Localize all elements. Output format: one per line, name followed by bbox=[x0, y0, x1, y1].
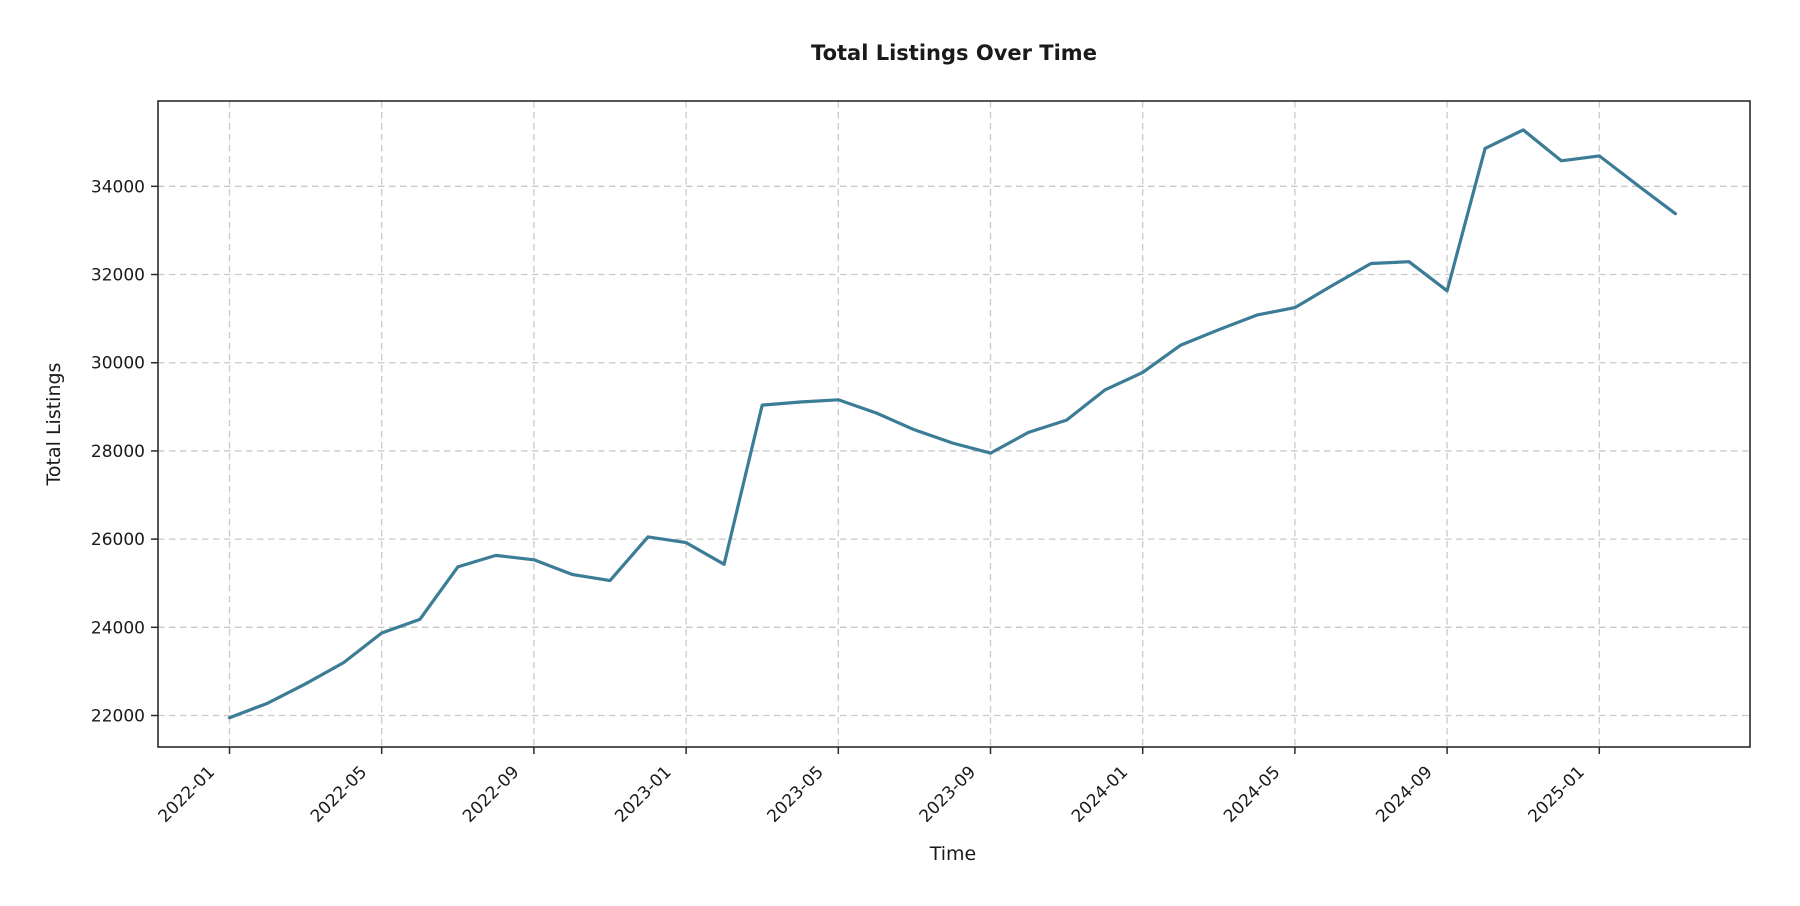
gridlines bbox=[158, 101, 1750, 747]
y-tick-label: 28000 bbox=[91, 442, 145, 462]
tick-marks bbox=[151, 185, 1601, 754]
y-tick-label: 26000 bbox=[91, 530, 145, 550]
y-tick-label: 34000 bbox=[91, 177, 145, 197]
plot-border bbox=[157, 100, 1751, 748]
y-tick-label: 32000 bbox=[91, 266, 145, 286]
total-listings-line bbox=[227, 128, 1678, 720]
chart-title: Total Listings Over Time bbox=[811, 41, 1097, 65]
x-axis-label: Time bbox=[929, 843, 977, 865]
y-tick-label: 22000 bbox=[91, 707, 145, 727]
series-total-listings bbox=[227, 128, 1678, 720]
y-tick-label: 24000 bbox=[91, 618, 145, 638]
y-axis-label: Total Listings bbox=[43, 363, 65, 487]
y-tick-label: 30000 bbox=[91, 354, 145, 374]
